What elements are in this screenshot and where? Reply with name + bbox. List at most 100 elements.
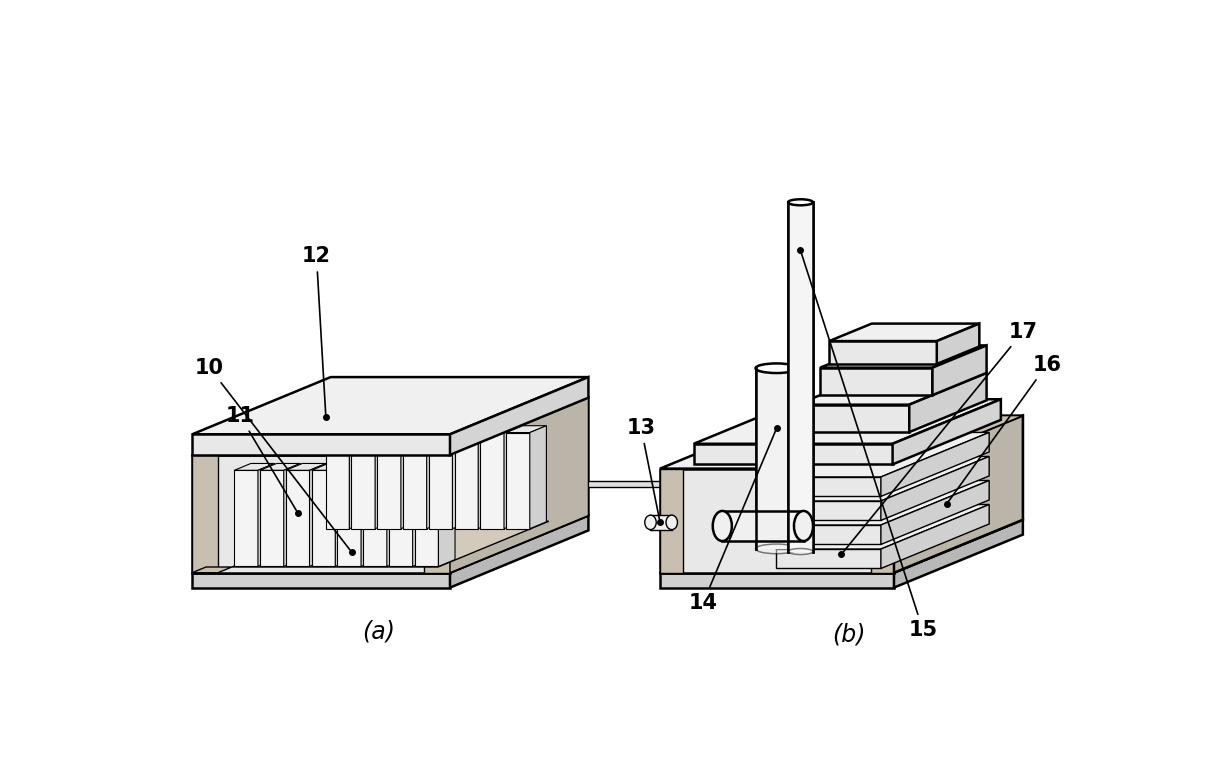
Bar xyxy=(755,368,797,549)
Polygon shape xyxy=(480,432,504,529)
Polygon shape xyxy=(660,572,894,587)
Polygon shape xyxy=(415,464,455,470)
Polygon shape xyxy=(351,432,375,529)
Polygon shape xyxy=(893,400,1000,465)
Ellipse shape xyxy=(644,515,657,529)
Polygon shape xyxy=(257,464,275,566)
Polygon shape xyxy=(894,415,1023,572)
Polygon shape xyxy=(776,480,989,525)
Polygon shape xyxy=(312,464,352,470)
Polygon shape xyxy=(389,470,413,566)
Polygon shape xyxy=(797,373,987,404)
Polygon shape xyxy=(192,567,232,572)
Polygon shape xyxy=(232,522,548,567)
Polygon shape xyxy=(455,425,495,432)
Polygon shape xyxy=(776,477,881,497)
Polygon shape xyxy=(192,572,450,587)
Polygon shape xyxy=(694,400,1000,443)
Text: 10: 10 xyxy=(195,358,350,550)
Polygon shape xyxy=(909,373,987,432)
Polygon shape xyxy=(660,415,1023,468)
Polygon shape xyxy=(506,432,530,529)
Polygon shape xyxy=(429,425,469,432)
Polygon shape xyxy=(660,468,684,572)
Bar xyxy=(788,203,813,551)
Text: 15: 15 xyxy=(801,253,938,640)
Polygon shape xyxy=(881,432,989,497)
Text: 13: 13 xyxy=(627,418,659,520)
Polygon shape xyxy=(192,515,589,572)
Polygon shape xyxy=(342,398,563,404)
Text: 11: 11 xyxy=(225,406,296,511)
Ellipse shape xyxy=(713,511,732,541)
Polygon shape xyxy=(335,464,352,566)
Polygon shape xyxy=(776,432,989,477)
Polygon shape xyxy=(234,470,257,566)
Polygon shape xyxy=(776,501,881,521)
Polygon shape xyxy=(338,464,378,470)
Bar xyxy=(722,511,803,541)
Polygon shape xyxy=(821,368,933,395)
Polygon shape xyxy=(439,464,455,566)
Polygon shape xyxy=(776,457,989,501)
Polygon shape xyxy=(234,464,275,470)
Polygon shape xyxy=(363,464,403,470)
Polygon shape xyxy=(881,457,989,521)
Polygon shape xyxy=(377,432,400,529)
Polygon shape xyxy=(426,425,444,529)
Polygon shape xyxy=(413,464,429,566)
Polygon shape xyxy=(192,398,589,455)
Ellipse shape xyxy=(667,515,678,529)
Text: 17: 17 xyxy=(843,321,1037,552)
Polygon shape xyxy=(403,425,444,432)
Text: 12: 12 xyxy=(302,246,331,414)
Polygon shape xyxy=(800,415,999,421)
Bar xyxy=(650,515,671,529)
Polygon shape xyxy=(351,425,392,432)
Polygon shape xyxy=(894,415,1023,572)
Polygon shape xyxy=(519,481,689,487)
Polygon shape xyxy=(455,432,478,529)
Polygon shape xyxy=(694,443,893,465)
Text: (a): (a) xyxy=(362,620,395,644)
Ellipse shape xyxy=(793,511,813,541)
Polygon shape xyxy=(660,520,1023,572)
Polygon shape xyxy=(821,346,987,368)
Polygon shape xyxy=(400,425,418,529)
Polygon shape xyxy=(286,464,326,470)
Polygon shape xyxy=(871,468,894,572)
Polygon shape xyxy=(375,425,392,529)
Polygon shape xyxy=(325,425,366,432)
Text: 14: 14 xyxy=(689,431,775,612)
Polygon shape xyxy=(325,432,350,529)
Polygon shape xyxy=(478,425,495,529)
Polygon shape xyxy=(403,432,426,529)
Polygon shape xyxy=(192,455,450,572)
Polygon shape xyxy=(361,464,378,566)
Polygon shape xyxy=(936,324,979,364)
Polygon shape xyxy=(829,324,979,341)
Polygon shape xyxy=(881,480,989,544)
Polygon shape xyxy=(338,470,361,566)
Polygon shape xyxy=(829,341,936,364)
Polygon shape xyxy=(450,515,589,587)
Polygon shape xyxy=(377,425,418,432)
Polygon shape xyxy=(776,504,989,549)
Polygon shape xyxy=(192,377,589,434)
Polygon shape xyxy=(429,432,452,529)
Polygon shape xyxy=(192,434,450,455)
Polygon shape xyxy=(881,504,989,569)
Polygon shape xyxy=(260,470,283,566)
Polygon shape xyxy=(387,464,403,566)
Polygon shape xyxy=(530,425,547,529)
Polygon shape xyxy=(452,425,469,529)
Polygon shape xyxy=(363,470,387,566)
Polygon shape xyxy=(260,464,301,470)
Polygon shape xyxy=(504,425,521,529)
Ellipse shape xyxy=(788,548,813,554)
Polygon shape xyxy=(797,404,909,432)
Text: 16: 16 xyxy=(949,355,1062,501)
Ellipse shape xyxy=(788,199,813,206)
Polygon shape xyxy=(776,549,881,569)
Polygon shape xyxy=(450,398,589,572)
